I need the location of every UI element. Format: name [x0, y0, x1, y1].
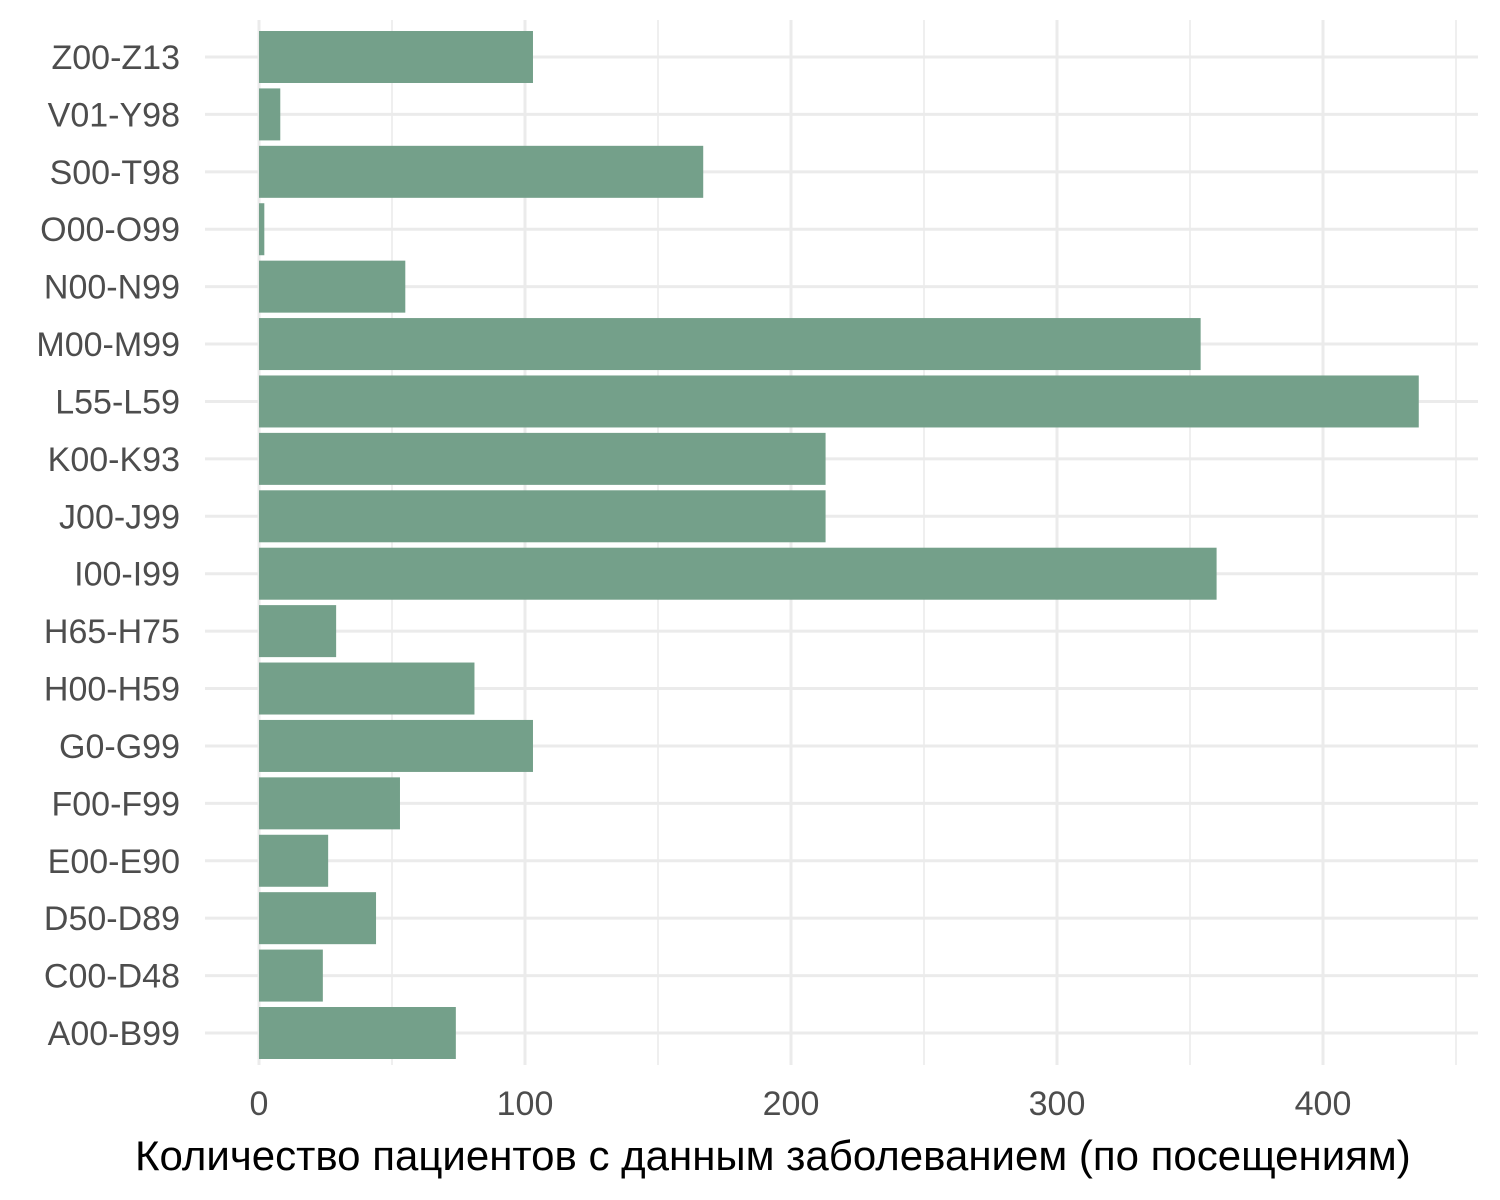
y-tick-label: M00-M99 [36, 326, 180, 364]
y-tick-label: I00-I99 [74, 556, 180, 594]
x-axis-title: Количество пациентов с данным заболевани… [135, 1132, 1411, 1179]
y-tick-labels: A00-B99 C00-D48 D50-D89 E00-E90 F00-F99 G0-G9… [36, 39, 180, 1053]
x-tick-label: 300 [1029, 1085, 1086, 1123]
bar-m00-m99 [259, 318, 1201, 371]
x-tick-labels: 0 100 200 300 400 [250, 1085, 1352, 1123]
bar-h00-h59 [259, 662, 475, 715]
y-tick-label: D50-D89 [44, 900, 180, 938]
bar-e00-e90 [259, 834, 329, 887]
bar-s00-t98 [259, 145, 704, 198]
bar-a00-b99 [259, 1007, 456, 1059]
y-tick-label: S00-T98 [50, 154, 180, 192]
x-tick-label: 100 [497, 1085, 554, 1123]
bar-z00-z13 [259, 31, 533, 83]
y-tick-label: O00-O99 [40, 211, 180, 249]
y-tick-label: J00-J99 [59, 498, 180, 536]
bar-d50-d89 [259, 892, 377, 945]
bar-j00-j99 [259, 490, 826, 543]
bar-f00-f99 [259, 777, 400, 830]
y-tick-label: H00-H59 [44, 671, 180, 709]
bar-c00-d48 [259, 949, 323, 1002]
bar-v01-y98 [259, 88, 281, 141]
bar-i00-i99 [259, 547, 1217, 600]
x-tick-label: 400 [1295, 1085, 1352, 1123]
y-tick-label: Z00-Z13 [52, 39, 181, 77]
y-tick-label: L55-L59 [55, 383, 180, 421]
y-tick-label: V01-Y98 [48, 96, 180, 134]
y-tick-label: H65-H75 [44, 613, 180, 651]
bar-k00-k93 [259, 432, 826, 485]
x-tick-label: 0 [250, 1085, 269, 1123]
y-tick-label: N00-N99 [44, 269, 180, 307]
y-tick-label: F00-F99 [52, 785, 181, 823]
bars-layer [259, 31, 1419, 1059]
x-tick-label: 200 [763, 1085, 820, 1123]
y-tick-label: E00-E90 [48, 843, 180, 881]
y-tick-label: K00-K93 [48, 441, 180, 479]
bar-n00-n99 [259, 260, 406, 313]
bar-h65-h75 [259, 605, 337, 658]
bar-l55-l59 [259, 375, 1419, 428]
bar-g0-g99 [259, 719, 533, 772]
y-tick-label: G0-G99 [59, 728, 180, 766]
y-tick-label: C00-D48 [44, 958, 180, 996]
bar-o00-o99 [259, 203, 265, 256]
y-tick-label: A00-B99 [48, 1015, 180, 1053]
